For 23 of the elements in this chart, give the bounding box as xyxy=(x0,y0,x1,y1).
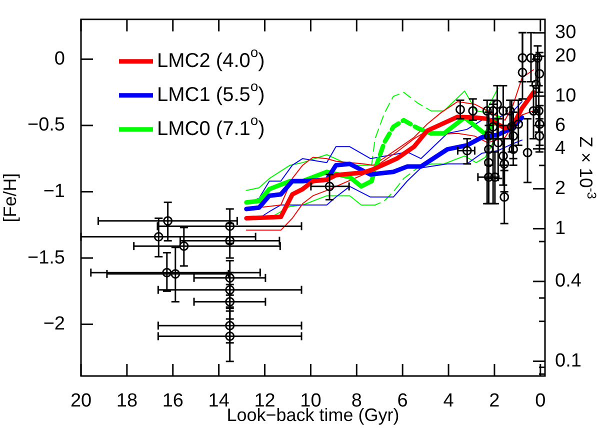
y-tick-label: −0.5 xyxy=(27,114,65,136)
y2-tick-label: 30 xyxy=(555,22,576,44)
y2-tick-label: 0.4 xyxy=(555,270,582,292)
y2-tick-label: 2 xyxy=(555,178,566,200)
y2-tick-label: 1 xyxy=(555,218,566,239)
y2-tick-label: 20 xyxy=(555,45,576,66)
y-axis-title: [Fe/H] xyxy=(0,173,20,222)
x-tick-label: 2 xyxy=(489,390,500,412)
x-tick-label: 4 xyxy=(443,390,454,412)
x-tick-label: 18 xyxy=(116,390,138,412)
x-tick-label: 6 xyxy=(397,390,408,412)
y-tick-label: 0 xyxy=(54,48,65,70)
y2-axis-title: Z × 10-3 xyxy=(576,136,597,200)
y-tick-label: −1 xyxy=(43,180,65,202)
x-tick-label: 0 xyxy=(535,390,546,412)
y2-tick-label: 4 xyxy=(555,138,566,160)
y2-tick-label: 0.1 xyxy=(555,350,582,372)
y-tick-label: −2 xyxy=(43,314,65,335)
x-tick-label: 20 xyxy=(70,390,92,412)
y-tick-label: −1.5 xyxy=(27,247,65,268)
x-tick-label: 16 xyxy=(162,390,184,412)
y2-tick-label: 6 xyxy=(555,114,566,136)
y2-tick-label: 10 xyxy=(555,85,576,106)
